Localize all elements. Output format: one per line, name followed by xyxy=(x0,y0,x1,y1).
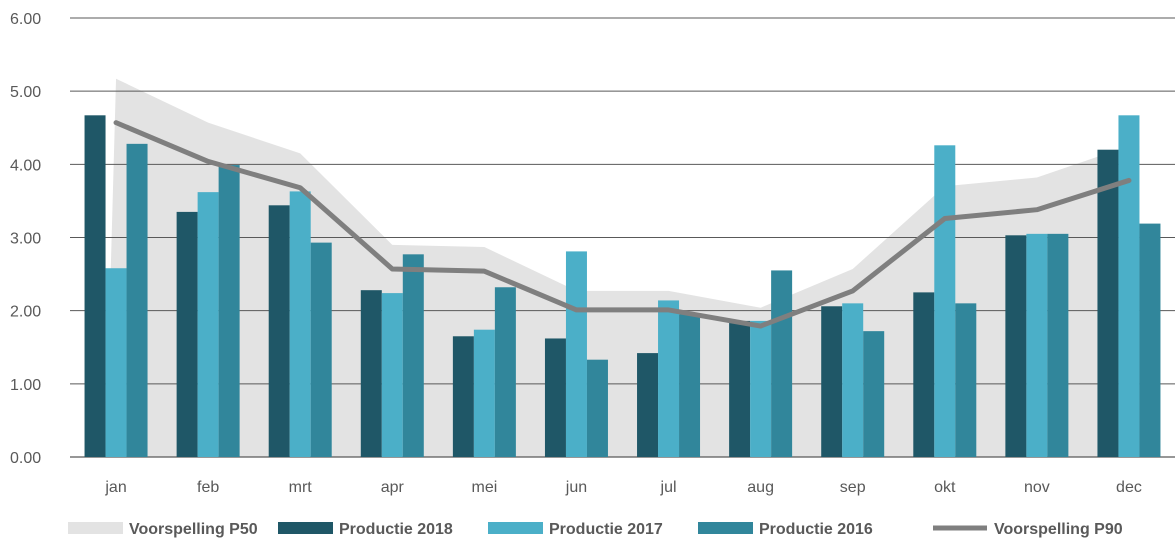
legend: Voorspelling P50 Productie 2018 Productie … xyxy=(68,521,1123,538)
x-tick-label: apr xyxy=(381,479,405,496)
bar-productie-2018-mei xyxy=(452,336,474,457)
x-tick-label: mrt xyxy=(289,479,313,496)
bar-productie-2017-mei xyxy=(473,329,495,457)
x-axis-ticks: jan feb mrt apr mei jun jul aug sep okt nov dec xyxy=(104,479,1141,496)
bar-productie-2017-dec xyxy=(1118,115,1140,457)
legend-label-voorspelling-p50: Voorspelling P50 xyxy=(129,521,258,538)
bar-productie-2017-okt xyxy=(934,145,956,457)
line-voorspelling-p90 xyxy=(113,120,1132,329)
bar-productie-2018-jul xyxy=(637,353,659,457)
y-tick-label: 4.00 xyxy=(10,157,41,174)
legend-label-productie-2016: Productie 2016 xyxy=(759,521,873,538)
x-tick-label: okt xyxy=(934,479,956,496)
bar-productie-2016-dec xyxy=(1139,223,1161,457)
x-tick-label: jul xyxy=(660,479,677,496)
bar-productie-2017-nov xyxy=(1026,233,1048,457)
bar-productie-2016-apr xyxy=(402,254,424,457)
x-tick-label: sep xyxy=(840,479,866,496)
bar-productie-2017-jul xyxy=(658,300,680,457)
legend-label-productie-2018: Productie 2018 xyxy=(339,521,453,538)
bar-productie-2016-jul xyxy=(679,314,701,457)
bar-productie-2017-feb xyxy=(197,192,219,458)
y-tick-label: 2.00 xyxy=(10,304,41,321)
bar-productie-2018-apr xyxy=(360,290,382,457)
bar-productie-2017-sep xyxy=(842,303,864,457)
legend-swatch-productie-2018 xyxy=(278,522,333,534)
bar-productie-2018-nov xyxy=(1005,235,1027,457)
y-tick-label: 6.00 xyxy=(10,11,41,28)
bar-productie-2018-aug xyxy=(729,320,751,457)
bar-productie-2018-okt xyxy=(913,292,935,457)
bar-productie-2016-aug xyxy=(771,270,793,457)
bar-productie-2016-feb xyxy=(218,165,240,457)
y-tick-label: 5.00 xyxy=(10,84,41,101)
bar-productie-2018-mrt xyxy=(268,205,290,457)
bar-productie-2018-feb xyxy=(176,211,198,457)
x-tick-label: aug xyxy=(747,479,774,496)
legend-swatch-productie-2017 xyxy=(488,522,543,534)
x-tick-label: nov xyxy=(1024,479,1050,496)
gridlines xyxy=(70,17,1175,458)
bar-productie-2016-jun xyxy=(586,359,608,457)
x-tick-label: dec xyxy=(1116,479,1142,496)
bar-productie-2016-jan xyxy=(126,143,148,457)
x-tick-label: jan xyxy=(104,479,126,496)
bar-productie-2018-jan xyxy=(84,115,106,457)
y-tick-label: 0.00 xyxy=(10,450,41,467)
line-layer xyxy=(113,120,1132,329)
bar-productie-2017-jun xyxy=(565,251,587,457)
bar-productie-2016-sep xyxy=(863,331,885,457)
bar-productie-2017-aug xyxy=(750,320,772,457)
bar-productie-2016-mrt xyxy=(310,242,332,457)
bar-productie-2016-mei xyxy=(494,287,516,457)
area-voorspelling-p50 xyxy=(105,78,1140,457)
y-axis-ticks: 0.00 1.00 2.00 3.00 4.00 5.00 6.00 xyxy=(10,11,41,467)
legend-label-productie-2017: Productie 2017 xyxy=(549,521,663,538)
legend-swatch-productie-2016 xyxy=(698,522,753,534)
legend-label-voorspelling-p90: Voorspelling P90 xyxy=(994,521,1123,538)
bar-productie-2018-jun xyxy=(544,338,566,457)
bar-productie-2016-nov xyxy=(1047,233,1069,457)
bar-productie-2017-apr xyxy=(381,293,403,457)
x-tick-label: mei xyxy=(471,479,497,496)
bar-productie-2017-mrt xyxy=(289,191,311,457)
y-tick-label: 1.00 xyxy=(10,377,41,394)
x-tick-label: jun xyxy=(565,479,587,496)
y-tick-label: 3.00 xyxy=(10,231,41,248)
bar-productie-2016-okt xyxy=(955,303,977,457)
x-tick-label: feb xyxy=(197,479,219,496)
bar-productie-2018-dec xyxy=(1097,149,1119,457)
bars-layer xyxy=(84,115,1161,458)
bar-productie-2017-jan xyxy=(105,268,127,457)
bar-productie-2018-sep xyxy=(821,306,843,457)
area-layer xyxy=(105,78,1140,457)
legend-swatch-voorspelling-p50 xyxy=(68,522,123,534)
